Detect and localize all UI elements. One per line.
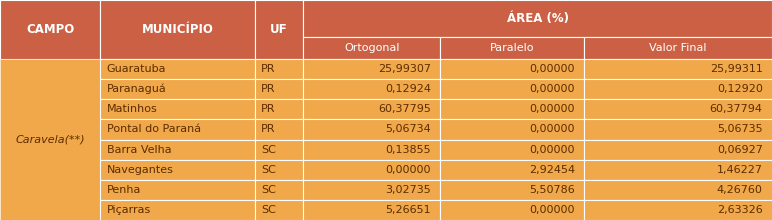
Text: Guaratuba: Guaratuba — [107, 64, 166, 74]
Bar — [255, 79, 303, 99]
Bar — [303, 200, 440, 220]
Text: 0,00000: 0,00000 — [530, 205, 575, 215]
Bar — [584, 37, 772, 59]
Text: 3,02735: 3,02735 — [385, 185, 431, 195]
Text: SC: SC — [261, 205, 276, 215]
Text: UF: UF — [270, 23, 288, 36]
Bar — [440, 79, 584, 99]
Text: SC: SC — [261, 145, 276, 155]
Text: Pontal do Paraná: Pontal do Paraná — [107, 125, 201, 134]
Bar — [100, 139, 255, 160]
Bar — [584, 160, 772, 180]
Text: 60,37794: 60,37794 — [709, 104, 763, 114]
Bar — [584, 99, 772, 119]
Text: 5,26651: 5,26651 — [385, 205, 431, 215]
Bar — [440, 119, 584, 139]
Bar — [100, 160, 255, 180]
Bar — [303, 0, 772, 37]
Text: 0,06927: 0,06927 — [717, 145, 763, 155]
Text: Barra Velha: Barra Velha — [107, 145, 171, 155]
Text: Caravela(**): Caravela(**) — [15, 134, 85, 145]
Bar — [584, 200, 772, 220]
Text: PR: PR — [261, 104, 276, 114]
Text: MUNICÍPIO: MUNICÍPIO — [141, 23, 214, 36]
Text: 4,26760: 4,26760 — [717, 185, 763, 195]
Bar — [303, 79, 440, 99]
Text: 0,00000: 0,00000 — [530, 64, 575, 74]
Bar — [440, 200, 584, 220]
Text: 5,50786: 5,50786 — [530, 185, 575, 195]
Bar — [303, 59, 440, 79]
Bar — [100, 200, 255, 220]
Text: 0,00000: 0,00000 — [530, 104, 575, 114]
Bar — [440, 99, 584, 119]
Bar — [0, 0, 100, 59]
Text: 60,37795: 60,37795 — [378, 104, 431, 114]
Bar — [255, 0, 303, 59]
Bar — [255, 139, 303, 160]
Bar — [100, 0, 255, 59]
Text: 1,46227: 1,46227 — [716, 165, 763, 175]
Text: Piçarras: Piçarras — [107, 205, 151, 215]
Bar — [0, 59, 100, 220]
Text: PR: PR — [261, 84, 276, 94]
Bar — [584, 180, 772, 200]
Bar — [303, 119, 440, 139]
Bar — [0, 59, 772, 220]
Text: 0,12924: 0,12924 — [384, 84, 431, 94]
Text: 2,63326: 2,63326 — [717, 205, 763, 215]
Bar — [303, 37, 440, 59]
Bar — [255, 200, 303, 220]
Text: 0,00000: 0,00000 — [530, 145, 575, 155]
Bar — [584, 79, 772, 99]
Text: 0,00000: 0,00000 — [530, 84, 575, 94]
Text: Ortogonal: Ortogonal — [344, 43, 399, 53]
Text: 0,00000: 0,00000 — [530, 125, 575, 134]
Text: PR: PR — [261, 64, 276, 74]
Text: 0,12920: 0,12920 — [717, 84, 763, 94]
Bar — [584, 139, 772, 160]
Text: Valor Final: Valor Final — [649, 43, 707, 53]
Text: 25,99307: 25,99307 — [378, 64, 431, 74]
Text: 25,99311: 25,99311 — [710, 64, 763, 74]
Text: 0,00000: 0,00000 — [385, 165, 431, 175]
Bar — [255, 119, 303, 139]
Text: Matinhos: Matinhos — [107, 104, 157, 114]
Text: Paranaguá: Paranaguá — [107, 84, 166, 94]
Bar — [100, 180, 255, 200]
Text: ÁREA (%): ÁREA (%) — [506, 12, 569, 25]
Text: Paralelo: Paralelo — [490, 43, 534, 53]
Text: Penha: Penha — [107, 185, 141, 195]
Text: PR: PR — [261, 125, 276, 134]
Bar — [440, 160, 584, 180]
Bar — [303, 99, 440, 119]
Bar — [440, 139, 584, 160]
Text: 5,06735: 5,06735 — [717, 125, 763, 134]
Text: CAMPO: CAMPO — [26, 23, 74, 36]
Bar — [100, 79, 255, 99]
Bar — [584, 119, 772, 139]
Bar — [100, 119, 255, 139]
Bar — [255, 180, 303, 200]
Bar — [255, 160, 303, 180]
Text: SC: SC — [261, 185, 276, 195]
Bar — [255, 59, 303, 79]
Text: 0,13855: 0,13855 — [385, 145, 431, 155]
Bar — [255, 99, 303, 119]
Text: 2,92454: 2,92454 — [529, 165, 575, 175]
Text: SC: SC — [261, 165, 276, 175]
Bar — [440, 37, 584, 59]
Bar — [303, 180, 440, 200]
Bar — [303, 160, 440, 180]
Bar — [100, 99, 255, 119]
Bar — [303, 139, 440, 160]
Bar — [100, 59, 255, 79]
Bar — [440, 59, 584, 79]
Bar — [440, 180, 584, 200]
Text: Navegantes: Navegantes — [107, 165, 174, 175]
Text: 5,06734: 5,06734 — [385, 125, 431, 134]
Bar — [584, 59, 772, 79]
